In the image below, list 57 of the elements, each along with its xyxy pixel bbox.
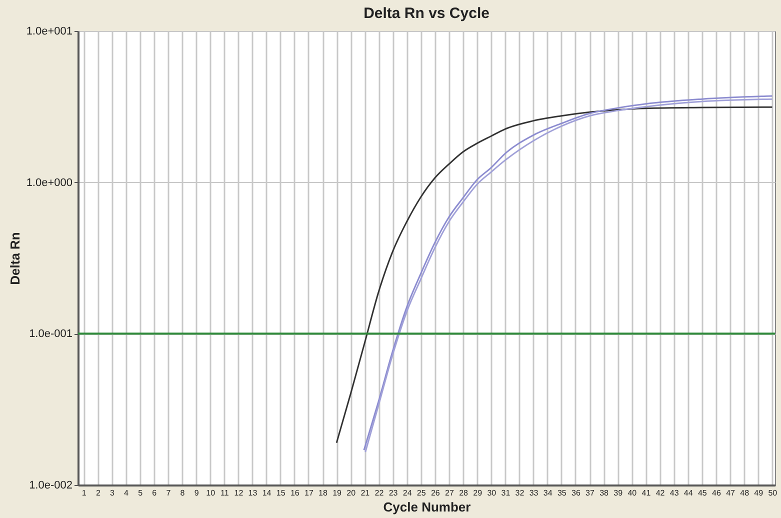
x-tick-label: 15 [276, 488, 286, 498]
x-tick-label: 39 [614, 488, 624, 498]
x-tick-label: 48 [740, 488, 750, 498]
x-tick-label: 2 [96, 488, 101, 498]
x-tick-label: 36 [572, 488, 581, 498]
x-tick-label: 41 [642, 488, 652, 498]
x-tick-label: 37 [586, 488, 596, 498]
chart-title: Delta Rn vs Cycle [364, 5, 490, 22]
x-tick-label: 27 [445, 488, 454, 498]
x-tick-label: 16 [290, 488, 300, 498]
x-tick-label: 19 [332, 488, 342, 498]
x-tick-label: 24 [402, 488, 412, 498]
x-tick-label: 5 [138, 488, 144, 498]
x-tick-label: 6 [152, 488, 158, 498]
x-tick-label: 40 [628, 488, 638, 498]
x-tick-label: 12 [234, 488, 244, 498]
x-tick-label: 45 [698, 488, 708, 498]
x-tick-label: 42 [656, 488, 666, 498]
x-tick-label: 46 [712, 488, 722, 498]
x-tick-label: 32 [515, 488, 525, 498]
x-tick-label: 14 [262, 488, 272, 498]
x-tick-label: 10 [206, 488, 216, 498]
x-tick-label: 3 [110, 488, 115, 498]
x-tick-label: 29 [473, 488, 483, 498]
x-tick-label: 21 [360, 488, 370, 498]
x-tick-label: 4 [124, 488, 130, 498]
x-axis-title: Cycle Number [383, 500, 471, 514]
x-tick-label: 50 [768, 488, 778, 498]
x-tick-label: 38 [600, 488, 610, 498]
x-tick-label: 47 [726, 488, 736, 498]
x-tick-label: 22 [374, 488, 384, 498]
x-tick-label: 49 [754, 488, 764, 498]
x-tick-label: 28 [459, 488, 469, 498]
x-tick-label: 23 [388, 488, 398, 498]
x-tick-label: 20 [346, 488, 356, 498]
x-tick-label: 35 [557, 488, 567, 498]
x-tick-label: 1 [82, 488, 87, 498]
x-tick-label: 26 [430, 488, 440, 498]
x-tick-label: 25 [416, 488, 426, 498]
x-tick-label: 44 [684, 488, 694, 498]
x-tick-label: 11 [220, 488, 230, 498]
x-tick-label: 18 [318, 488, 328, 498]
y-tick-label: 1.0e+001 [26, 26, 72, 38]
y-tick-label: 1.0e+000 [26, 176, 72, 189]
x-tick-label: 34 [543, 488, 553, 498]
x-tick-label: 33 [529, 488, 539, 498]
y-tick-label: 1.0e-002 [29, 480, 72, 492]
x-tick-label: 17 [304, 488, 314, 498]
x-tick-label: 43 [670, 488, 680, 498]
x-tick-label: 7 [166, 488, 172, 498]
x-tick-label: 8 [180, 488, 186, 498]
x-tick-label: 30 [487, 488, 497, 498]
x-tick-label: 13 [248, 488, 258, 498]
y-tick-label: 1.0e-001 [29, 328, 72, 340]
x-tick-label: 9 [194, 488, 200, 498]
y-axis-title: Delta Rn [7, 232, 22, 285]
x-tick-label: 31 [501, 488, 511, 498]
